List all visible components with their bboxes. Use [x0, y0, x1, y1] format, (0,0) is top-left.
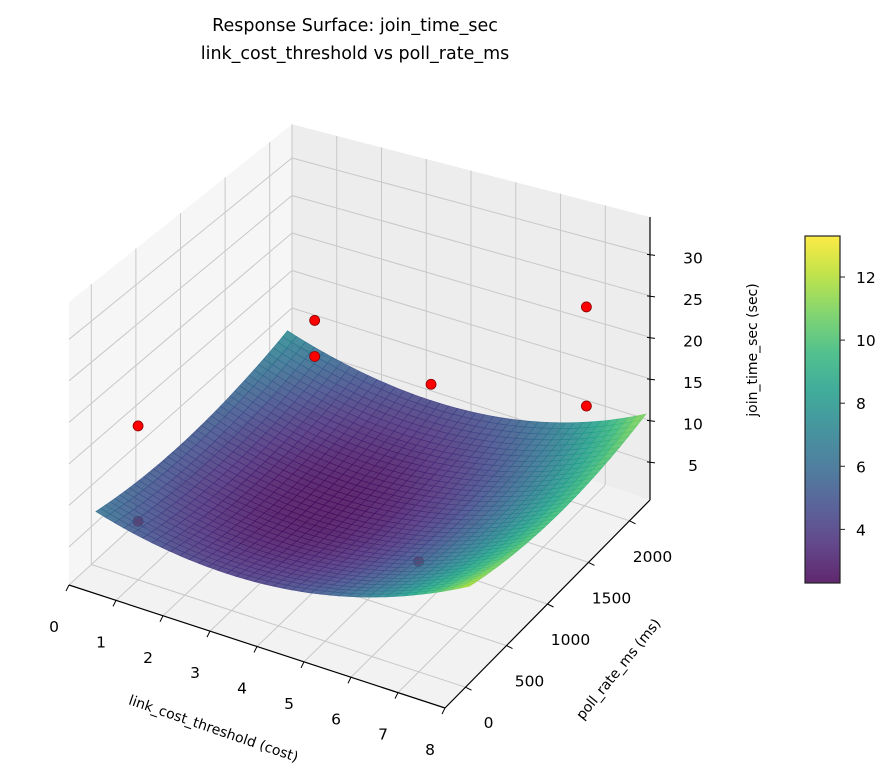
- response-surface: [95, 330, 647, 598]
- z-tick-mark: [646, 253, 656, 256]
- grid-line: [291, 195, 651, 297]
- z-tick-label: 15: [683, 374, 703, 392]
- y-tick-label: 1000: [551, 631, 590, 649]
- data-point: [132, 420, 144, 432]
- y-tick-mark: [506, 645, 513, 650]
- grid-line: [68, 195, 293, 382]
- colorbar-tick-label: 10: [856, 332, 876, 350]
- z-tick-label: 20: [683, 332, 703, 350]
- data-point: [581, 301, 592, 313]
- data-point: [581, 400, 592, 412]
- x-tick-label: 0: [49, 618, 59, 636]
- x-tick-mark: [206, 630, 211, 638]
- colorbar-tick-label: 12: [856, 269, 876, 287]
- z-tick-label: 25: [683, 291, 703, 309]
- z-tick-mark: [646, 378, 656, 381]
- y-tick-mark: [547, 603, 554, 608]
- z-tick-mark: [646, 336, 656, 339]
- chart-subtitle: link_cost_threshold vs poll_rate_ms: [201, 44, 510, 64]
- observed-points: [132, 301, 592, 432]
- x-tick-label: 5: [284, 695, 294, 713]
- colorbar-gradient: [804, 235, 841, 584]
- x-tick-mark: [65, 584, 70, 592]
- x-tick-mark: [159, 615, 164, 622]
- y-tick-mark: [465, 686, 472, 691]
- surface-patch: [460, 583, 475, 589]
- z-tick-mark: [646, 461, 656, 464]
- y-tick-label: 0: [484, 714, 494, 732]
- x-tick-mark: [347, 677, 352, 684]
- x-tick-label: 2: [143, 649, 153, 667]
- z-tick-label: 10: [683, 415, 703, 433]
- grid-line: [291, 307, 651, 421]
- x-tick-label: 4: [237, 680, 247, 698]
- colorbar: 4 6 8 10 12: [804, 235, 876, 584]
- z-axis-label: join_time_sec (sec): [745, 283, 761, 417]
- grid-line: [68, 307, 293, 506]
- colorbar-tick-label: 6: [856, 458, 866, 476]
- x-tick-mark: [394, 692, 399, 699]
- x-tick-mark: [253, 646, 258, 653]
- data-point: [309, 351, 321, 362]
- y-tick-label: 2000: [633, 548, 672, 566]
- grid-line: [291, 270, 651, 380]
- grid-line: [68, 232, 293, 423]
- x-tick-mark: [112, 600, 117, 607]
- axis-lines: [65, 216, 656, 715]
- grid-line: [91, 564, 466, 688]
- x-tick-mark: [300, 661, 305, 669]
- z-tick-label: 5: [688, 457, 698, 475]
- x-tick-mark: [441, 707, 446, 715]
- tick-labels: 0 1 2 3 4 5 6 7 8 0 500 1000 1500 2000 5 10 15 20 25 30: [49, 249, 703, 759]
- x-tick-label: 6: [331, 710, 341, 728]
- z-tick-mark: [646, 295, 656, 298]
- z-tick-label: 30: [683, 249, 703, 267]
- y-tick-label: 1500: [592, 589, 631, 607]
- data-point: [309, 315, 321, 326]
- x-tick-label: 7: [378, 726, 388, 744]
- grid-line: [68, 270, 293, 465]
- y-tick-mark: [629, 520, 636, 525]
- grid-line: [291, 157, 651, 255]
- chart-title: Response Surface: join_time_sec: [212, 16, 498, 36]
- x-tick-label: 3: [190, 664, 200, 682]
- grid-line: [291, 232, 651, 338]
- colorbar-tick-label: 4: [856, 521, 866, 539]
- x-tick-label: 1: [96, 633, 106, 651]
- data-point: [425, 378, 437, 390]
- x-axis-label: link_cost_threshold (cost): [126, 693, 300, 766]
- grid-line: [68, 157, 293, 340]
- colorbar-tick-label: 8: [856, 395, 866, 413]
- x-tick-label: 8: [425, 741, 435, 759]
- y-tick-mark: [588, 561, 595, 566]
- y-tick-label: 500: [515, 673, 545, 691]
- z-tick-mark: [646, 419, 656, 422]
